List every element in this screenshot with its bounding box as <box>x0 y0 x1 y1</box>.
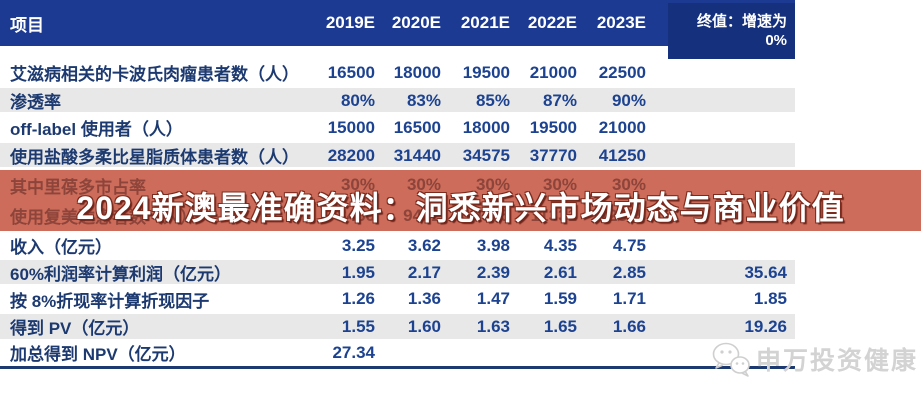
cell-value: 2.39 <box>476 262 510 282</box>
header-year-2022e: 2022E <box>527 13 577 32</box>
row-label: 60%利润率计算利润（亿元） <box>10 265 232 284</box>
cell-value: 34575 <box>462 145 510 165</box>
cell-value: 1.65 <box>543 316 577 336</box>
cell-value: 3.25 <box>341 235 375 255</box>
table-row: 渗透率 80% 83% 85% 87% 90% <box>0 88 795 112</box>
terminal-cell-value: 19.26 <box>744 316 787 336</box>
cell-value: 85% <box>475 90 510 110</box>
terminal-cell-value: 35.64 <box>744 262 787 282</box>
terminal-value-header-cell: 终值：增速为 0% <box>668 3 795 59</box>
cell-value: 83% <box>406 90 441 110</box>
row-label: 得到 PV（亿元） <box>10 319 140 338</box>
terminal-header-line1: 终值：增速为 <box>696 13 787 30</box>
row-label: 加总得到 NPV（亿元） <box>10 345 186 364</box>
table-bottom-rule <box>0 366 795 369</box>
terminal-cell-value: 1.85 <box>753 289 787 308</box>
cell-value: 87% <box>542 90 577 110</box>
cell-value: 22500 <box>598 62 646 82</box>
header-item-label: 项目 <box>10 15 44 35</box>
header-year-2020e: 2020E <box>391 13 441 32</box>
row-label: 艾滋病相关的卡波氏肉瘤患者数（人） <box>10 65 299 84</box>
cell-value: 19500 <box>462 62 510 82</box>
cell-value: 30% <box>542 175 577 194</box>
table-row: 其中里葆多市占率 30% 30% 30% 30% 30% <box>0 170 795 200</box>
cell-value: 27.34 <box>332 342 375 362</box>
cell-value: 16500 <box>393 117 441 137</box>
watermark-text: 申万投资健康 <box>756 347 919 375</box>
cell-value: 2.17 <box>407 262 441 282</box>
cell-value: 16500 <box>327 62 375 82</box>
cell-value: 1.60 <box>407 316 441 336</box>
cell-value: 30% <box>475 175 510 194</box>
cell-value: 18000 <box>393 62 441 82</box>
cell-value: 12375 <box>598 205 646 225</box>
cell-value: 30% <box>340 175 375 194</box>
cell-value: 41250 <box>598 145 646 165</box>
cell-value: 4.75 <box>612 235 646 255</box>
cell-value: 1.55 <box>341 316 375 336</box>
cell-value: 80% <box>340 90 375 110</box>
cell-value: 90% <box>611 90 646 110</box>
cell-value: 9432 <box>403 205 441 225</box>
promo-banner-band <box>0 170 921 231</box>
header-year-2021e: 2021E <box>460 13 510 32</box>
terminal-header-line2: 0% <box>765 32 787 49</box>
header-year-2023e: 2023E <box>596 13 646 32</box>
cell-value: 30% <box>611 175 646 194</box>
cell-value: 1.59 <box>543 289 577 308</box>
cell-value: 19500 <box>529 117 577 137</box>
table-row: 使用复美达患者数（人） 8460 9432 10375 11331 12375 <box>0 200 795 231</box>
cell-value: 21000 <box>529 62 577 82</box>
cell-value: 3.98 <box>476 235 510 255</box>
table-row: 艾滋病相关的卡波氏肉瘤患者数（人） 16500 18000 19500 21000 225… <box>0 57 795 88</box>
header-year-2019e: 2019E <box>325 13 375 32</box>
cell-value: 1.47 <box>476 289 510 308</box>
cell-value: 1.95 <box>341 262 375 282</box>
cell-value: 2.85 <box>612 262 646 282</box>
row-label: off-label 使用者（人） <box>10 120 183 139</box>
row-label: 使用盐酸多柔比星脂质体患者数（人） <box>10 148 299 167</box>
table-row: 使用盐酸多柔比星脂质体患者数（人） 28200 31440 34575 37770 412… <box>0 143 795 167</box>
cell-value: 10375 <box>462 205 510 225</box>
cell-value: 1.66 <box>612 316 646 336</box>
table-row: 收入（亿元） 3.25 3.62 3.98 4.35 4.75 <box>0 231 795 260</box>
cell-value: 18000 <box>462 117 510 137</box>
cell-value: 1.26 <box>341 289 375 308</box>
cell-value: 1.36 <box>407 289 441 308</box>
cell-value: 30% <box>406 175 441 194</box>
cell-value: 21000 <box>598 117 646 137</box>
table-header: 项目 2019E 2020E 2021E 2022E 2023E <box>0 0 795 46</box>
promo-banner-text: 2024新澳最准确资料：洞悉新兴市场动态与商业价值 <box>76 190 845 226</box>
cell-value: 28200 <box>327 145 375 165</box>
table-row: 60%利润率计算利润（亿元） 1.95 2.17 2.39 2.61 2.85 35.64 <box>0 260 795 284</box>
cell-value: 11331 <box>530 205 577 225</box>
cell-value: 2.61 <box>543 262 577 282</box>
row-label: 收入（亿元） <box>10 238 112 257</box>
table-row: 加总得到 NPV（亿元） 27.34 <box>0 339 795 366</box>
cell-value: 31440 <box>393 145 441 165</box>
table-row: 按 8%折现率计算折现因子 1.26 1.36 1.47 1.59 1.71 1.85 <box>0 284 795 314</box>
table-rows: 艾滋病相关的卡波氏肉瘤患者数（人） 16500 18000 19500 21000 225… <box>0 57 795 369</box>
row-label: 使用复美达患者数（人） <box>10 208 197 227</box>
cell-value: 15000 <box>327 117 375 137</box>
row-label: 渗透率 <box>10 93 61 112</box>
cell-value: 1.71 <box>612 289 646 308</box>
watermark: 申万投资健康 <box>710 340 918 378</box>
cell-value: 1.63 <box>476 316 510 336</box>
table-row: 得到 PV（亿元） 1.55 1.60 1.63 1.65 1.66 19.26 <box>0 314 795 339</box>
cell-value: 37770 <box>529 145 577 165</box>
cell-value: 4.35 <box>543 235 577 255</box>
cell-value: 3.62 <box>407 235 441 255</box>
wechat-icon <box>712 342 750 377</box>
row-label: 按 8%折现率计算折现因子 <box>10 291 210 311</box>
row-label: 其中里葆多市占率 <box>10 177 146 197</box>
cell-value: 8460 <box>337 205 375 225</box>
table-row: off-label 使用者（人） 15000 16500 18000 19500 2100… <box>0 112 795 143</box>
